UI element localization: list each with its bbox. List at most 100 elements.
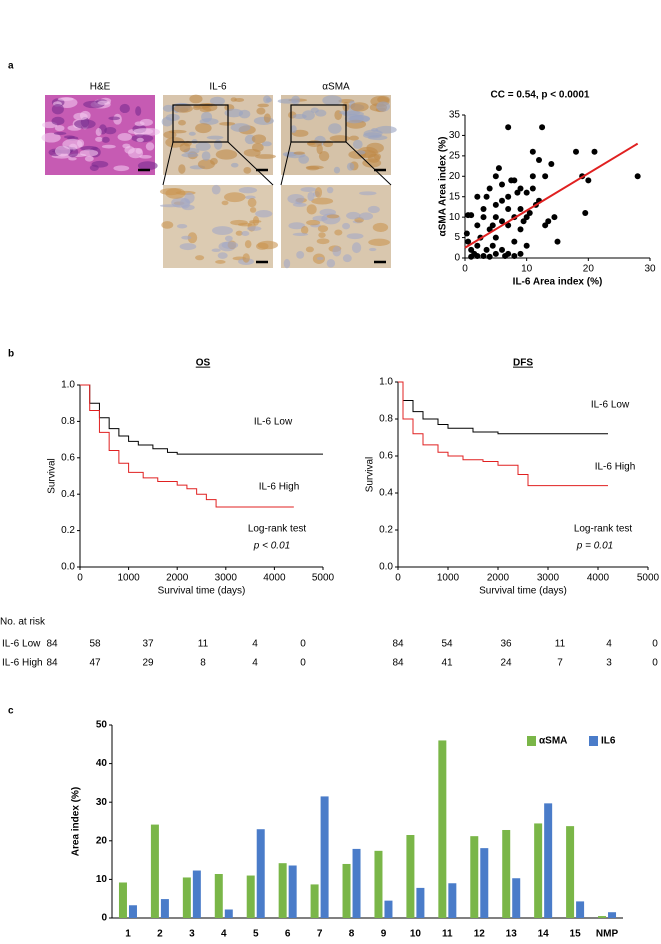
tissue-texture	[195, 141, 211, 151]
tissue-texture	[230, 123, 251, 132]
bar	[342, 863, 351, 918]
scatter-point	[505, 205, 512, 212]
tissue-texture	[137, 161, 158, 171]
x-tick-label: 14	[538, 929, 550, 940]
scatter-point	[468, 246, 475, 253]
y-tick-label: 0.0	[379, 562, 393, 573]
tissue-texture	[263, 113, 271, 123]
tissue-texture	[291, 95, 301, 105]
scatter-point	[480, 205, 487, 212]
bar	[598, 916, 607, 918]
tissue-texture	[288, 222, 306, 230]
x-tick-label: 5000	[312, 573, 335, 584]
risk-count: 11	[555, 639, 566, 650]
tissue-texture	[73, 112, 88, 121]
chart-title: OS	[196, 358, 211, 369]
tissue-texture	[230, 97, 237, 102]
risk-count: 7	[557, 658, 563, 669]
y-axis-label: Survival	[47, 458, 58, 494]
y-tick-label: 0	[101, 913, 107, 924]
scatter-point	[514, 189, 521, 196]
tissue-texture	[77, 139, 85, 148]
bar	[576, 901, 585, 918]
bar	[214, 873, 223, 918]
risk-count: 41	[441, 658, 453, 669]
scatter-point	[529, 185, 536, 192]
risk-count: 4	[252, 658, 258, 669]
tissue-texture	[41, 132, 61, 143]
bar	[320, 796, 329, 918]
tissue-texture	[211, 248, 221, 253]
bar	[288, 865, 297, 918]
legend-swatch	[589, 736, 598, 746]
tissue-texture	[342, 254, 352, 263]
tissue-texture	[51, 116, 65, 126]
scatter-point	[529, 173, 536, 180]
bar	[128, 905, 137, 918]
tissue-texture	[375, 125, 397, 134]
legend-swatch	[527, 736, 536, 746]
scatter-point	[539, 124, 546, 131]
y-tick-label: 20	[96, 835, 108, 846]
scatter-point	[489, 222, 496, 229]
tissue-texture	[235, 230, 243, 236]
bar	[384, 900, 393, 918]
tissue-texture	[95, 136, 103, 142]
bar	[438, 740, 447, 918]
scatter-point	[505, 124, 512, 131]
tissue-texture	[173, 104, 193, 113]
risk-count: 84	[392, 658, 404, 669]
x-tick-label: 5	[253, 929, 259, 940]
y-tick-label: 0.6	[379, 451, 393, 462]
series-label: IL-6 High	[595, 462, 636, 473]
y-axis-label: Survival	[365, 457, 376, 493]
tissue-texture	[219, 121, 236, 126]
zoom-line	[280, 141, 292, 186]
scatter-point	[495, 165, 502, 172]
risk-row-label: IL-6 Low	[2, 639, 41, 650]
tissue-texture	[305, 246, 314, 253]
scatter-point	[505, 193, 512, 200]
tissue-texture	[307, 141, 316, 146]
tissue-texture	[241, 230, 250, 237]
tissue-texture	[315, 187, 323, 198]
risk-table-title: No. at risk	[0, 617, 46, 628]
tissue-texture	[368, 247, 377, 252]
x-tick-label: 15	[570, 929, 582, 940]
tissue-texture	[84, 155, 94, 162]
chart-title: CC = 0.54, p < 0.0001	[491, 90, 590, 101]
tissue-texture	[54, 145, 71, 157]
tissue-texture	[178, 164, 186, 174]
risk-count: 4	[606, 639, 612, 650]
zoom-line	[227, 141, 274, 186]
scatter-point	[486, 185, 493, 192]
tissue-texture	[362, 158, 382, 168]
tissue-texture	[342, 222, 350, 230]
x-tick-label: 12	[474, 929, 486, 940]
tissue-texture	[249, 219, 262, 223]
tissue-texture	[127, 147, 144, 159]
tissue-texture	[181, 152, 199, 158]
y-tick-label: 5	[454, 232, 460, 243]
tissue-texture	[97, 100, 111, 105]
scatter-point	[492, 234, 499, 241]
y-tick-label: 35	[449, 110, 461, 121]
x-tick-label: 1	[125, 929, 131, 940]
tissue-texture	[51, 103, 64, 115]
y-tick-label: 1.0	[61, 380, 75, 391]
series-label: IL-6 Low	[591, 400, 630, 411]
tissue-texture	[377, 95, 390, 104]
tissue-texture	[307, 191, 315, 202]
scatter-point	[536, 156, 542, 163]
scatter-point	[542, 222, 549, 229]
x-tick-label: 2000	[166, 573, 189, 584]
scatter-point	[529, 148, 536, 155]
tissue-texture	[221, 200, 229, 206]
risk-count: 0	[652, 639, 658, 650]
x-tick-label: 10	[410, 929, 422, 940]
x-tick-label: 3	[189, 929, 195, 940]
tissue-texture	[195, 123, 212, 134]
fit-line	[464, 142, 639, 249]
tissue-texture	[349, 135, 359, 141]
annotation: p = 0.01	[576, 541, 613, 552]
